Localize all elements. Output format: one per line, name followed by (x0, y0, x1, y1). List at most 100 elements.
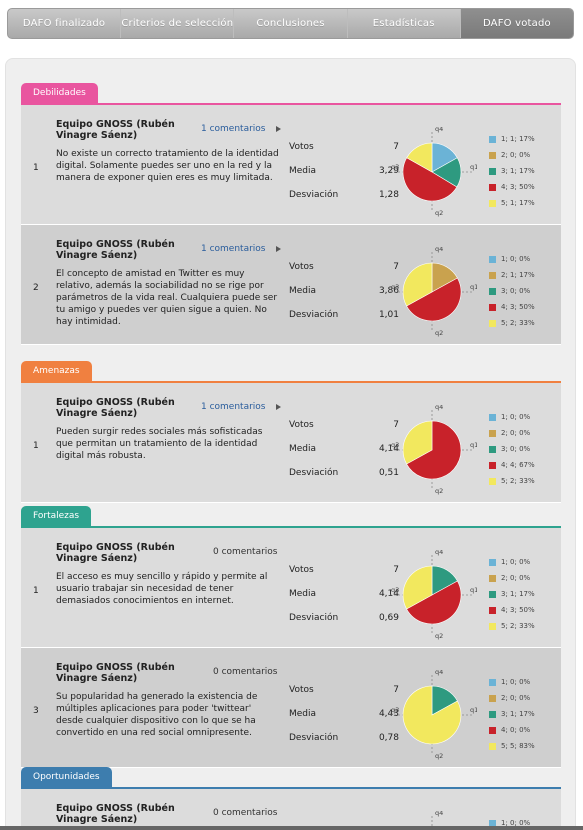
pie-label-q3: q3 (391, 586, 399, 594)
pie-slice-4 (406, 580, 462, 625)
legend-swatch (489, 477, 496, 485)
legend-swatch (489, 694, 496, 702)
section-fortalezas: Fortalezas 1 Equipo GNOSS (Rubén Vinagre S… (21, 503, 561, 768)
comments-link[interactable]: 1 comentarios (201, 402, 266, 412)
stat-value: 0,69 (378, 613, 399, 623)
item-stats: Votos 7 Media 4,14 Desviación 0,69 (289, 565, 399, 637)
section-debilidades: Debilidades 1 Equipo GNOSS (Rubén Vinagre … (21, 80, 561, 345)
pie-legend: 1; 1; 17% 2; 0; 0% 3; 1; 17% 4; 3; 50% 5; 1;… (489, 131, 559, 211)
legend-text: 3; 1; 17% (501, 167, 535, 175)
legend-text: 1; 0; 0% (501, 558, 531, 566)
legend-swatch (489, 819, 496, 827)
legend-item: 2; 0; 0% (489, 425, 559, 441)
stat-votos: Votos 7 (289, 565, 399, 589)
stat-value: 7 (393, 142, 399, 152)
pie-label-q1: q1 (470, 586, 477, 594)
item-description: Su popularidad ha generado la existencia… (56, 692, 258, 738)
legend-text: 5; 2; 33% (501, 622, 535, 630)
legend-swatch (489, 429, 496, 437)
legend-text: 4; 0; 0% (501, 726, 531, 734)
legend-item: 4; 3; 50% (489, 602, 559, 618)
stat-value: 7 (393, 565, 399, 575)
list-item: 1 Equipo GNOSS (Rubén Vinagre Sáenz) 1 com… (21, 383, 561, 503)
pie-label-q4: q4 (435, 247, 443, 253)
item-stats: Votos 7 Media 3,86 Desviación 1,01 (289, 262, 399, 334)
legend-item: 2; 0; 0% (489, 147, 559, 163)
pie-legend: 1; 0; 0% 2; 0; 0% 3; 1; 17% 4; 0; 0% 5; 5; 8… (489, 674, 559, 754)
stat-value: 4,14 (378, 444, 399, 454)
stat-desviacion: Desviación 0,69 (289, 613, 399, 637)
item-stats: Votos 7 Media 3,29 Desviación 1,28 (289, 142, 399, 214)
legend-item: 1; 0; 0% (489, 251, 559, 267)
list-item: 1 Equipo GNOSS (Rubén Vinagre Sáenz) 0 com… (21, 528, 561, 648)
tab-conclusiones[interactable]: Conclusiones (234, 9, 348, 38)
legend-swatch (489, 151, 496, 159)
stat-label: Votos (289, 565, 314, 575)
stat-label: Media (289, 444, 317, 454)
legend-swatch (489, 135, 496, 143)
item-number: 1 (33, 441, 39, 451)
arrow-right-icon[interactable] (276, 404, 281, 410)
stat-label: Media (289, 709, 317, 719)
legend-swatch (489, 710, 496, 718)
stat-value: 4,14 (378, 589, 399, 599)
arrow-right-icon[interactable] (276, 246, 281, 252)
legend-swatch (489, 622, 496, 630)
legend-item: 3; 1; 17% (489, 163, 559, 179)
legend-text: 4; 3; 50% (501, 606, 535, 614)
legend-text: 1; 0; 0% (501, 413, 531, 421)
legend-text: 1; 0; 0% (501, 819, 531, 827)
pie-label-q2: q2 (435, 329, 443, 337)
legend-swatch (489, 678, 496, 686)
stat-value: 0,78 (378, 733, 399, 743)
item-author: Equipo GNOSS (Rubén Vinagre Sáenz) (56, 542, 175, 564)
item-number: 1 (33, 586, 39, 596)
legend-item: 5; 2; 33% (489, 473, 559, 489)
legend-text: 1; 0; 0% (501, 678, 531, 686)
tab-dafo-votado[interactable]: DAFO votado (460, 9, 573, 38)
stat-media: Media 4,14 (289, 444, 399, 468)
legend-swatch (489, 574, 496, 582)
tab-dafo-finalizado[interactable]: DAFO finalizado (8, 9, 122, 38)
legend-text: 2; 0; 0% (501, 429, 531, 437)
comments-link[interactable]: 1 comentarios (201, 244, 266, 254)
item-description: Pueden surgir redes sociales más sofisti… (56, 427, 263, 461)
tab-estadisticas[interactable]: Estadísticas (348, 9, 461, 38)
pie-slice-5 (402, 565, 433, 610)
legend-item: 4; 3; 50% (489, 299, 559, 315)
stat-value: 0,51 (378, 468, 399, 478)
comments-link[interactable]: 0 comentarios (213, 808, 278, 818)
stat-label: Desviación (289, 190, 339, 200)
legend-swatch (489, 461, 496, 469)
legend-text: 3; 1; 17% (501, 590, 535, 598)
legend-item: 3; 1; 17% (489, 586, 559, 602)
stat-desviacion: Desviación 1,01 (289, 310, 399, 334)
stat-label: Desviación (289, 613, 339, 623)
comments-link[interactable]: 1 comentarios (201, 124, 266, 134)
legend-item: 2; 0; 0% (489, 570, 559, 586)
list-item: 3 Equipo GNOSS (Rubén Vinagre Sáenz) 0 com… (21, 648, 561, 768)
stat-label: Media (289, 286, 317, 296)
legend-item: 3; 0; 0% (489, 441, 559, 457)
section-title: Fortalezas (21, 506, 92, 526)
pie-label-q1: q1 (470, 706, 477, 714)
section-title: Amenazas (21, 361, 92, 381)
legend-item: 4; 0; 0% (489, 722, 559, 738)
item-description: El acceso es muy sencillo y rápido y per… (56, 572, 268, 606)
legend-swatch (489, 319, 496, 327)
comments-link[interactable]: 0 comentarios (213, 547, 278, 557)
tab-criterios-seleccion[interactable]: Criterios de selección (121, 9, 235, 38)
legend-swatch (489, 255, 496, 263)
legend-text: 3; 1; 17% (501, 710, 535, 718)
comments-link[interactable]: 0 comentarios (213, 667, 278, 677)
legend-item: 3; 0; 0% (489, 283, 559, 299)
arrow-right-icon[interactable] (276, 126, 281, 132)
legend-text: 5; 1; 17% (501, 199, 535, 207)
stat-desviacion: Desviación 1,28 (289, 190, 399, 214)
legend-text: 3; 0; 0% (501, 287, 531, 295)
item-author: Equipo GNOSS (Rubén Vinagre Sáenz) (56, 397, 175, 419)
item-stats: Votos 7 Media 4,14 Desviación 0,51 (289, 420, 399, 492)
pie-label-q3: q3 (391, 163, 399, 171)
legend-swatch (489, 167, 496, 175)
